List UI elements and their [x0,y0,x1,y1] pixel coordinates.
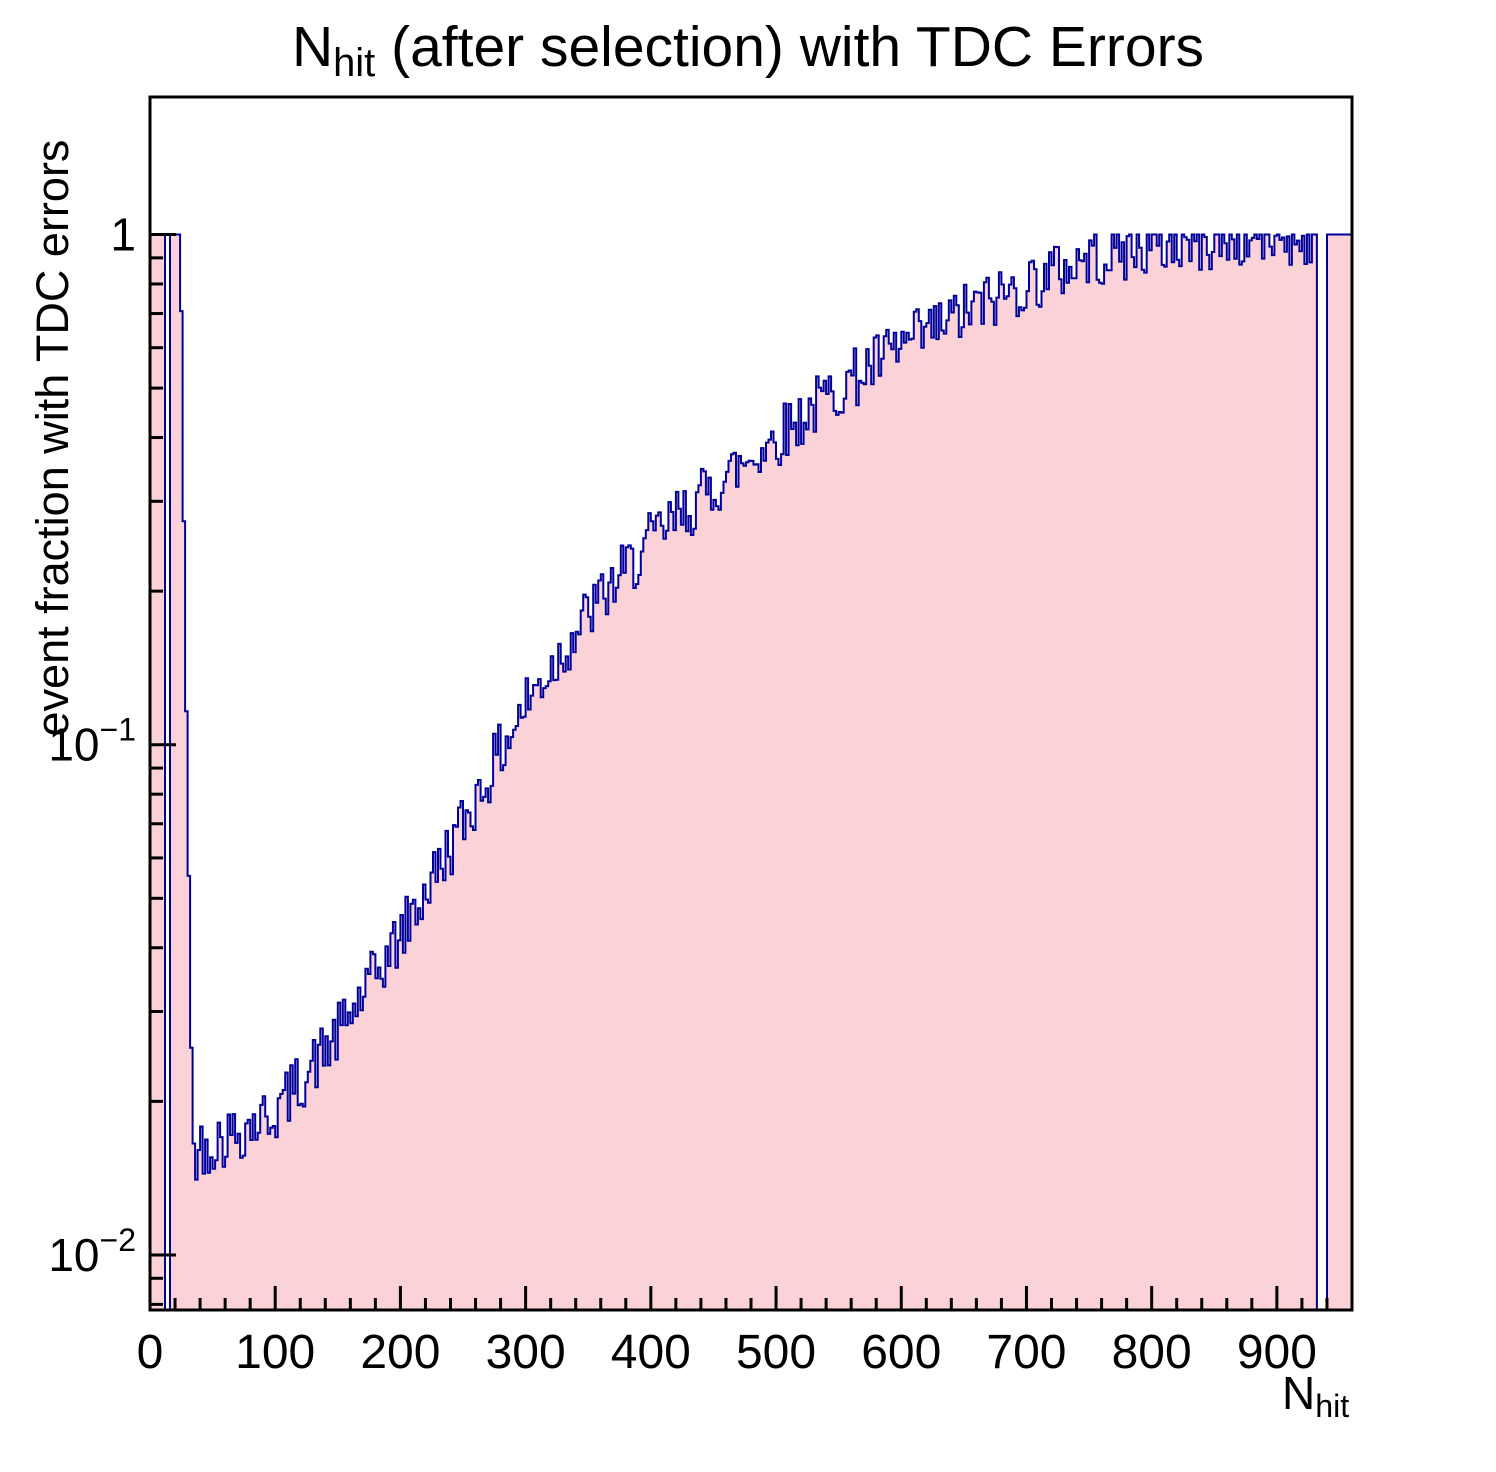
y-tick-labels: 1 10−1 10−2 [48,209,136,1281]
x-tick-label: 800 [1112,1326,1192,1379]
x-axis-label-sub: hit [1315,1388,1350,1425]
chart-title-sub: hit [333,40,376,85]
x-tick-label: 300 [486,1326,566,1379]
x-tick-label: 100 [235,1326,315,1379]
x-tick-label: 900 [1237,1326,1317,1379]
x-tick-label: 200 [360,1326,440,1379]
chart-title: Nhit (after selection) with TDC Errors [0,14,1496,83]
y-tick-label: 10−1 [48,712,136,771]
histogram-outline [149,233,1353,1311]
x-tick-labels: 0 100 200 300 400 500 600 700 800 900 [137,1326,1317,1379]
x-tick-label: 700 [986,1326,1066,1379]
plot-frame [148,95,1354,1312]
y-tick-label: 10−2 [48,1222,136,1281]
chart-title-rest: (after selection) with TDC Errors [375,15,1205,79]
y-tick-label: 1 [110,209,136,261]
chart-title-main: N [291,15,334,79]
x-tick-label: 600 [861,1326,941,1379]
histogram-fill [150,234,1352,1310]
x-axis-label-main: N [1282,1367,1316,1419]
x-axis-label: Nhit [1282,1366,1349,1422]
x-tick-label: 0 [137,1326,164,1379]
x-tick-label: 400 [611,1326,691,1379]
axis-ticks [148,233,1354,1310]
x-tick-label: 500 [736,1326,816,1379]
